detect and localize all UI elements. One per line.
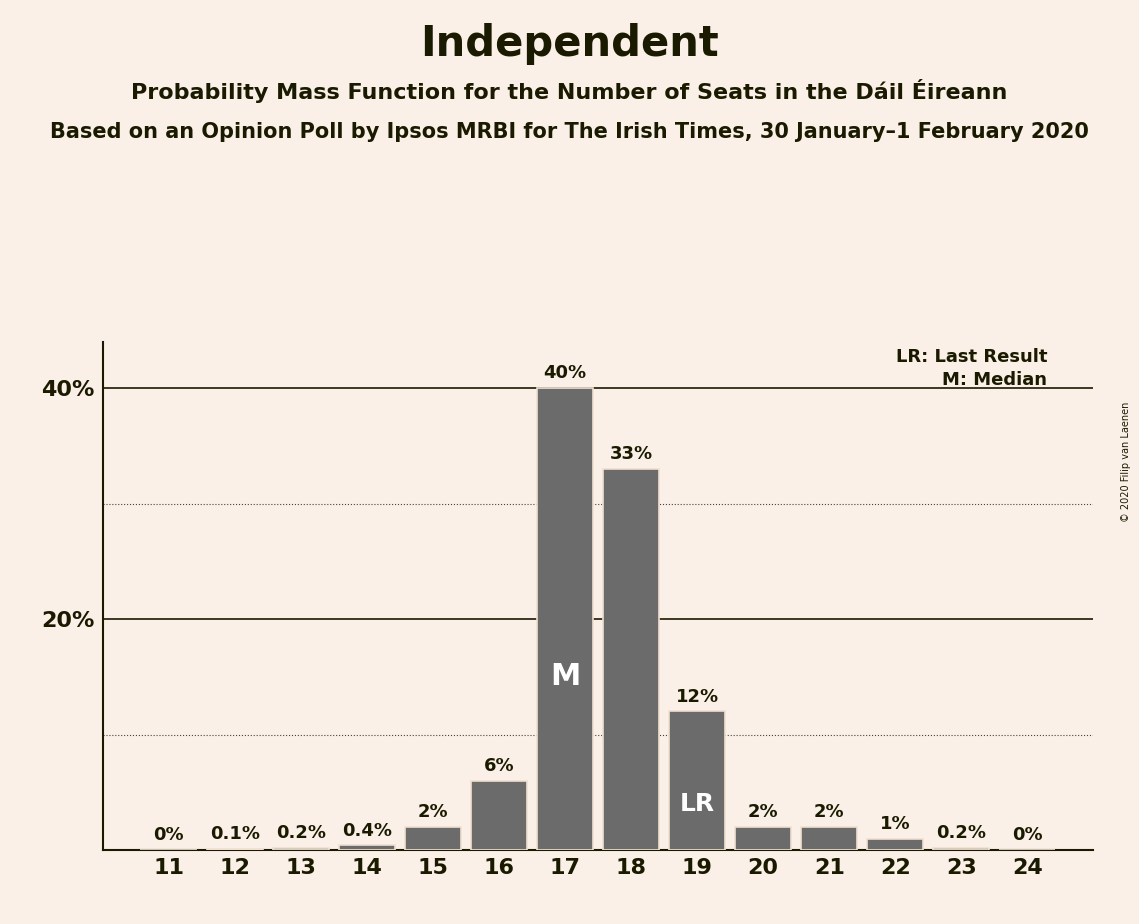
Text: M: M xyxy=(550,663,580,691)
Text: 6%: 6% xyxy=(484,757,514,775)
Bar xyxy=(669,711,726,850)
Text: 0%: 0% xyxy=(154,826,183,845)
Text: M: Median: M: Median xyxy=(942,371,1047,389)
Bar xyxy=(206,849,263,850)
Text: 0.2%: 0.2% xyxy=(936,824,986,842)
Bar xyxy=(933,848,990,850)
Text: 0.1%: 0.1% xyxy=(210,825,260,843)
Text: 40%: 40% xyxy=(543,364,587,383)
Text: LR: LR xyxy=(680,792,714,816)
Bar xyxy=(272,848,329,850)
Text: Based on an Opinion Poll by Ipsos MRBI for The Irish Times, 30 January–1 Februar: Based on an Opinion Poll by Ipsos MRBI f… xyxy=(50,122,1089,142)
Text: 1%: 1% xyxy=(880,815,910,833)
Text: LR: Last Result: LR: Last Result xyxy=(895,347,1047,366)
Bar xyxy=(867,839,924,850)
Bar xyxy=(404,827,461,850)
Bar xyxy=(536,388,593,850)
Text: 0.2%: 0.2% xyxy=(276,824,326,842)
Text: Probability Mass Function for the Number of Seats in the Dáil Éireann: Probability Mass Function for the Number… xyxy=(131,79,1008,103)
Text: Independent: Independent xyxy=(420,23,719,65)
Text: 0%: 0% xyxy=(1013,826,1042,845)
Text: 2%: 2% xyxy=(418,803,448,821)
Bar xyxy=(603,468,659,850)
Text: 12%: 12% xyxy=(675,687,719,706)
Bar xyxy=(801,827,858,850)
Text: © 2020 Filip van Laenen: © 2020 Filip van Laenen xyxy=(1121,402,1131,522)
Text: 33%: 33% xyxy=(609,445,653,463)
Bar xyxy=(470,781,527,850)
Bar xyxy=(338,845,395,850)
Text: 0.4%: 0.4% xyxy=(342,821,392,840)
Bar xyxy=(735,827,792,850)
Text: 2%: 2% xyxy=(814,803,844,821)
Text: 2%: 2% xyxy=(748,803,778,821)
